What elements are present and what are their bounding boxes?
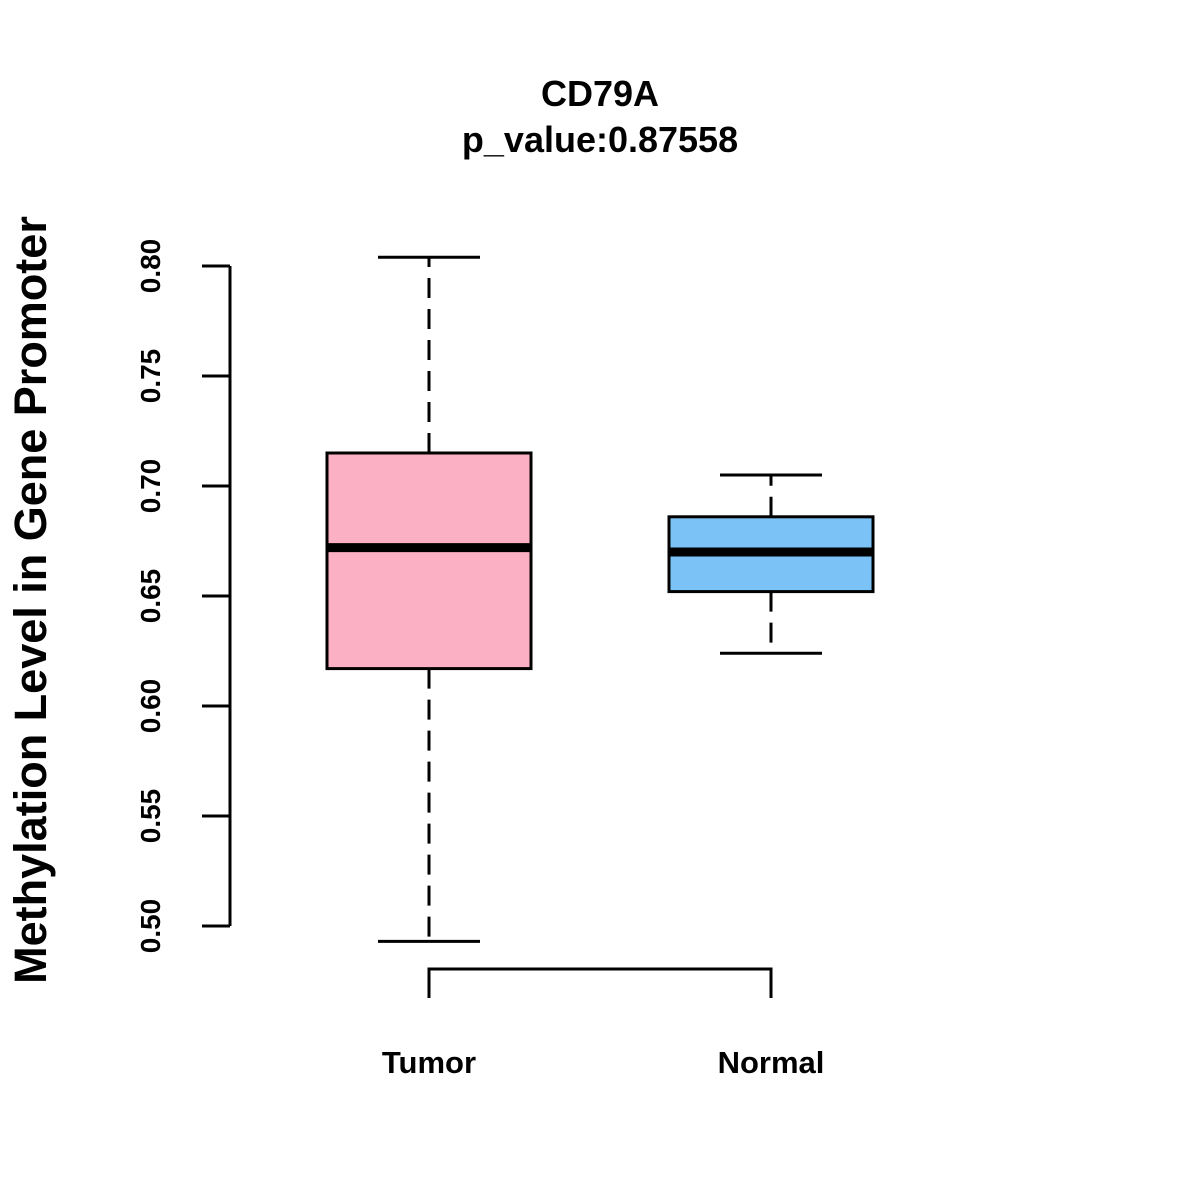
y-tick-label: 0.65 (135, 569, 166, 624)
y-tick-label: 0.55 (135, 789, 166, 844)
y-tick-label: 0.75 (135, 349, 166, 404)
chart-title: CD79A (541, 73, 659, 114)
bracket-line (427, 967, 773, 998)
box-tumor (325, 255, 533, 943)
box-normal (667, 473, 875, 655)
y-tick-label: 0.60 (135, 679, 166, 734)
y-axis: 0.50 0.55 0.60 0.65 0.70 0.75 0.80 (135, 239, 232, 954)
x-category-label: Normal (718, 1045, 825, 1080)
comparison-bracket (427, 967, 773, 998)
category-labels: Tumor Normal (382, 1045, 824, 1080)
boxes (325, 255, 875, 943)
chart-subtitle: p_value:0.87558 (462, 119, 738, 160)
x-category-label: Tumor (382, 1045, 476, 1080)
y-tick-label: 0.80 (135, 239, 166, 294)
y-axis-label: Methylation Level in Gene Promoter (5, 216, 56, 984)
y-tick-label: 0.70 (135, 459, 166, 514)
iqr-box (325, 451, 533, 671)
y-tick-label: 0.50 (135, 899, 166, 954)
